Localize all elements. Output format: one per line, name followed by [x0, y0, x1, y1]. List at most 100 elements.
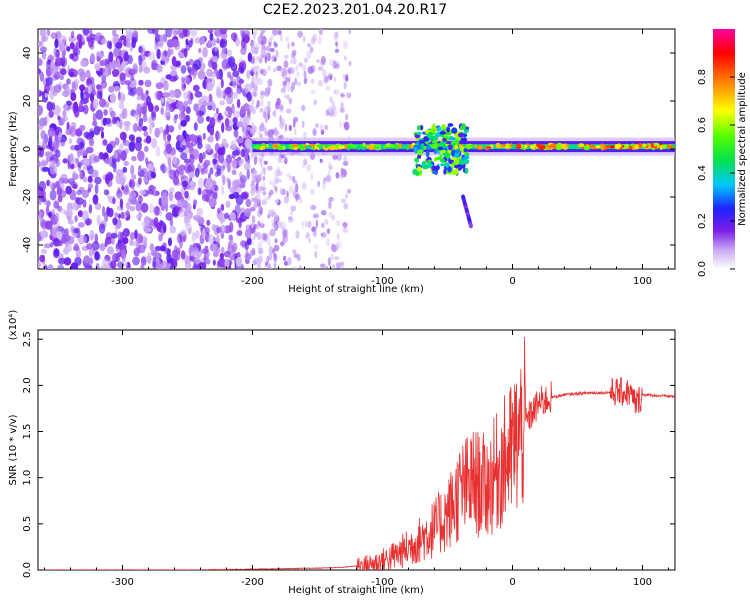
noise-blob — [324, 218, 329, 226]
feature-blob — [439, 131, 447, 135]
noise-blob — [301, 104, 306, 112]
noise-blob — [285, 108, 292, 114]
noise-blob — [188, 58, 194, 66]
noise-blob — [215, 107, 219, 115]
noise-blob — [155, 82, 164, 90]
noise-blob — [232, 180, 239, 190]
noise-blob — [322, 182, 326, 190]
noise-blob — [231, 91, 239, 99]
colorbar: 0.0 0.2 0.4 0.6 0.8 Normalized spectral ampl… — [697, 29, 748, 277]
noise-blob — [49, 189, 57, 201]
noise-blob — [140, 48, 146, 57]
noise-blob — [128, 191, 137, 200]
noise-blob — [215, 247, 221, 254]
noise-blob — [120, 211, 125, 219]
noise-blob — [93, 155, 100, 163]
noise-blob — [295, 196, 299, 202]
noise-blob — [184, 163, 192, 174]
noise-blob — [345, 193, 348, 199]
noise-blob — [215, 130, 219, 142]
noise-blob — [138, 194, 143, 204]
noise-blob — [40, 248, 48, 254]
carrier-peak — [473, 144, 477, 148]
noise-blob — [271, 55, 277, 63]
feature-blob — [463, 159, 470, 165]
noise-blob — [267, 165, 273, 171]
feature-blob — [412, 168, 418, 175]
noise-blob — [154, 43, 159, 51]
noise-blob — [123, 120, 131, 127]
noise-blob — [147, 163, 154, 172]
noise-blob — [288, 175, 294, 181]
noise-blob — [282, 230, 287, 237]
noise-blob — [161, 163, 166, 174]
noise-blob — [84, 86, 89, 94]
noise-blob — [81, 210, 89, 222]
noise-blob — [231, 159, 238, 170]
spectrogram-xlabel: Height of straight line (km) — [288, 284, 424, 295]
noise-blob — [288, 216, 294, 224]
noise-blob — [163, 247, 172, 255]
noise-blob — [127, 90, 135, 96]
x-tick-label: 100 — [633, 577, 652, 588]
noise-blob — [194, 167, 200, 178]
noise-blob — [328, 169, 331, 177]
noise-blob — [43, 243, 51, 249]
noise-blob — [205, 179, 213, 190]
feature-blob — [419, 140, 425, 144]
noise-blob — [104, 174, 110, 185]
noise-blob — [253, 257, 259, 265]
noise-blob — [141, 116, 148, 123]
noise-blob — [301, 221, 304, 229]
noise-blob — [190, 68, 198, 76]
noise-blob — [310, 188, 315, 195]
noise-blob — [138, 234, 144, 244]
noise-blob — [102, 139, 108, 146]
noise-blob — [260, 29, 266, 34]
noise-blob — [38, 123, 44, 130]
noise-blob — [274, 212, 278, 221]
noise-blob — [83, 235, 87, 244]
carrier-peak — [485, 146, 492, 149]
noise-blob — [102, 66, 111, 78]
x-tick-label: -200 — [241, 276, 264, 287]
noise-blob — [316, 59, 320, 64]
noise-blob — [53, 89, 58, 97]
noise-blob — [108, 51, 114, 62]
noise-blob — [273, 67, 277, 73]
noise-blob — [197, 177, 205, 189]
noise-blob — [200, 167, 206, 175]
noise-blob — [79, 141, 85, 149]
chart-title: C2E2.2023.201.04.20.R17 — [263, 2, 447, 18]
noise-blob — [113, 85, 121, 92]
noise-blob — [99, 60, 105, 67]
noise-blob — [39, 71, 45, 82]
noise-blob — [211, 38, 217, 47]
feature-blob — [464, 152, 470, 157]
noise-blob — [180, 229, 187, 237]
feature-blob — [429, 144, 436, 147]
noise-blob — [269, 189, 274, 196]
noise-blob — [236, 158, 244, 164]
noise-blob — [282, 70, 288, 80]
noise-blob — [94, 183, 99, 195]
noise-blob — [312, 213, 319, 219]
noise-blob — [101, 38, 107, 45]
noise-blob — [46, 101, 53, 111]
noise-blob — [167, 157, 172, 167]
noise-blob — [304, 220, 308, 228]
feature-blob — [457, 132, 465, 138]
noise-blob — [116, 205, 121, 211]
noise-blob — [310, 204, 317, 211]
noise-blob — [269, 35, 274, 41]
noise-blob — [264, 56, 268, 64]
noise-blob — [45, 205, 50, 216]
noise-blob — [227, 178, 232, 190]
noise-blob — [281, 72, 285, 78]
noise-blob — [212, 259, 216, 266]
noise-blob — [205, 227, 210, 234]
noise-blob — [272, 29, 278, 36]
noise-blob — [325, 266, 328, 269]
noise-blob — [252, 260, 257, 266]
noise-blob — [147, 51, 156, 60]
